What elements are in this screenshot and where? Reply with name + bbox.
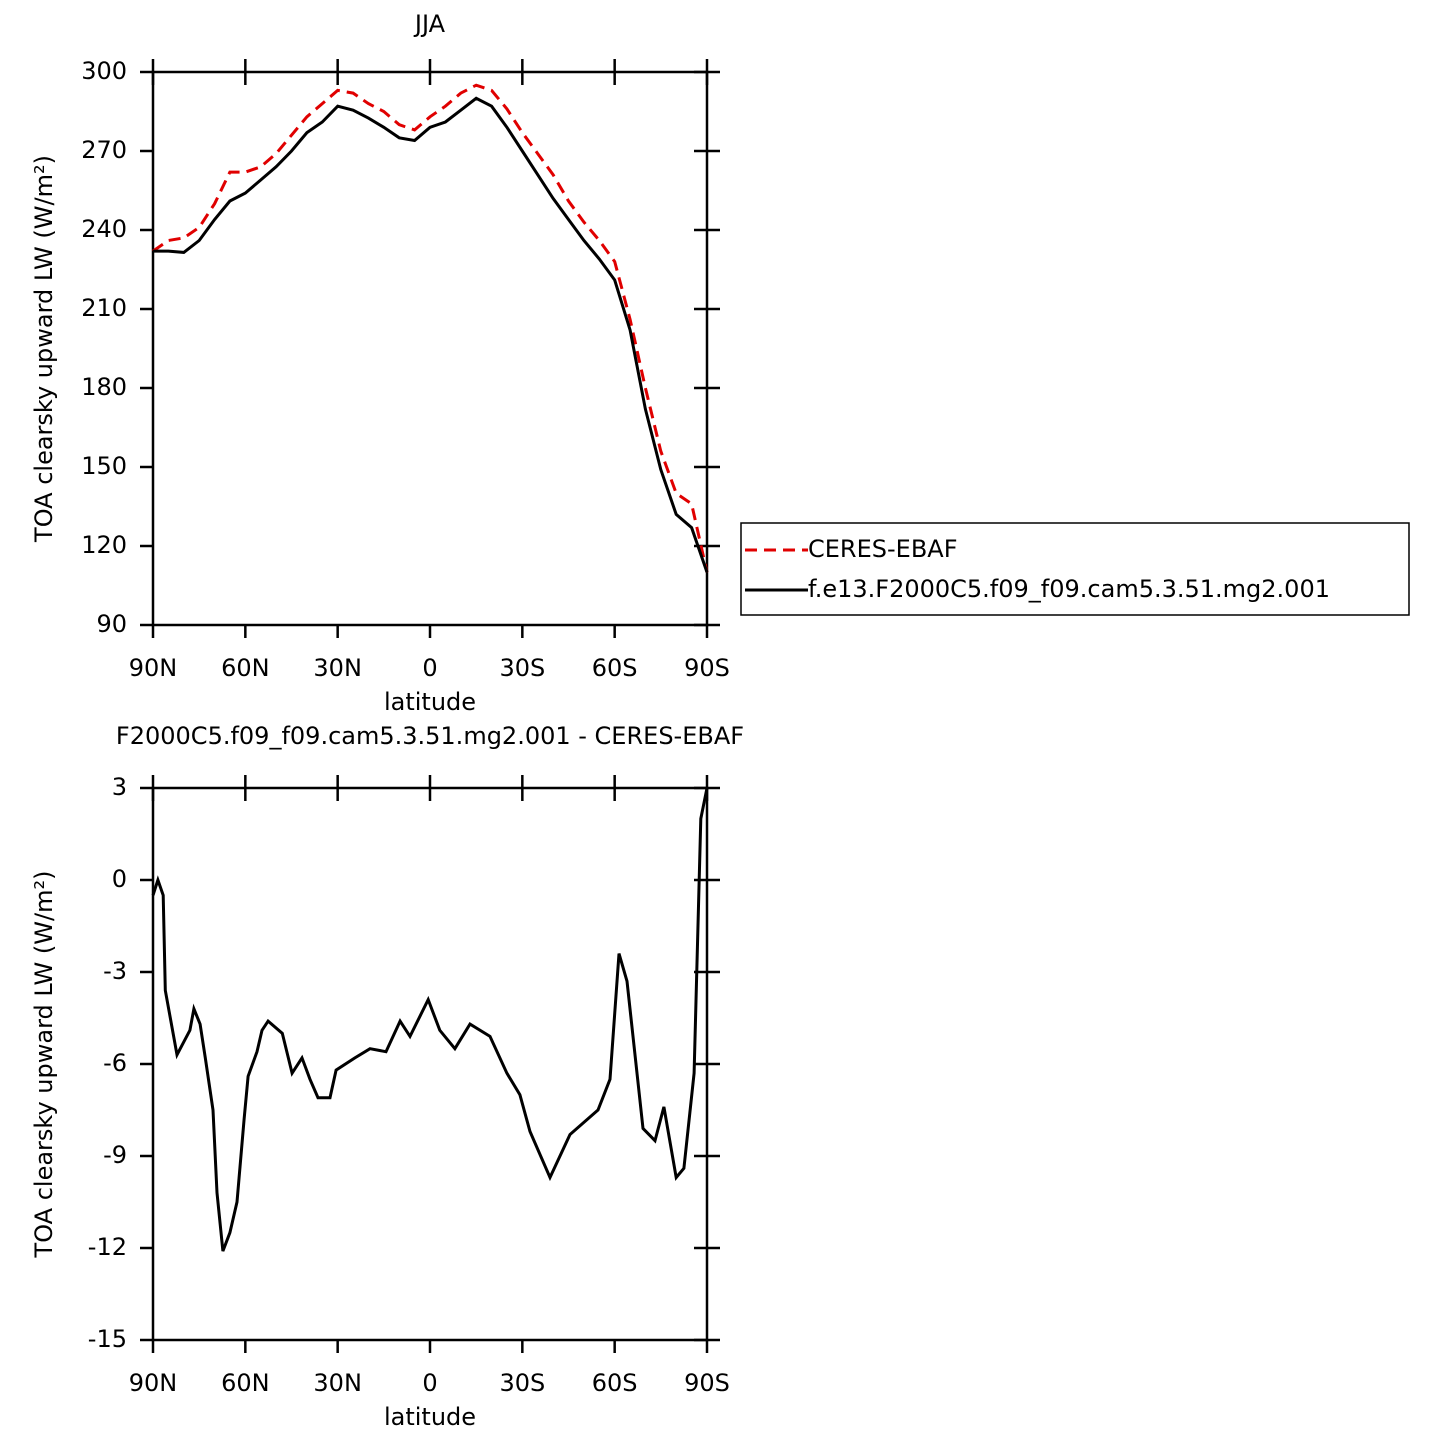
y-tick-label: 300 <box>81 57 127 85</box>
y-tick-label: 120 <box>81 531 127 559</box>
y-tick-label: 90 <box>96 610 127 638</box>
legend-label: CERES-EBAF <box>808 535 958 563</box>
x-tick-label: 0 <box>422 1369 437 1397</box>
x-axis-label: latitude <box>384 1403 476 1431</box>
x-tick-label: 60S <box>592 1369 638 1397</box>
x-tick-label: 30S <box>499 654 545 682</box>
y-tick-label: -6 <box>103 1049 127 1077</box>
y-tick-label: -9 <box>103 1141 127 1169</box>
x-tick-label: 90S <box>684 654 730 682</box>
x-tick-label: 60N <box>221 1369 270 1397</box>
x-tick-label: 30N <box>313 654 362 682</box>
y-axis-label: TOA clearsky upward LW (W/m²) <box>30 871 58 1259</box>
series-line <box>152 83 709 573</box>
y-tick-label: -15 <box>88 1325 127 1353</box>
plot-frame <box>151 786 709 1342</box>
plot-frame <box>151 70 709 627</box>
series-line <box>151 787 709 1252</box>
x-tick-label: 60N <box>221 654 270 682</box>
y-tick-label: 210 <box>81 294 127 322</box>
y-tick-label: 240 <box>81 215 127 243</box>
x-tick-label: 60S <box>592 654 638 682</box>
y-tick-label: 0 <box>112 865 127 893</box>
y-tick-label: 150 <box>81 452 127 480</box>
y-tick-label: -3 <box>103 957 127 985</box>
x-axis-label: latitude <box>384 688 476 716</box>
y-tick-label: 270 <box>81 136 127 164</box>
x-tick-label: 90N <box>129 1369 178 1397</box>
x-tick-label: 90N <box>129 654 178 682</box>
x-tick-label: 30N <box>313 1369 362 1397</box>
y-tick-label: -12 <box>88 1233 127 1261</box>
series-line <box>153 96 709 573</box>
x-tick-label: 30S <box>499 1369 545 1397</box>
y-axis-label: TOA clearsky upward LW (W/m²) <box>30 155 58 543</box>
y-tick-label: 3 <box>112 773 127 801</box>
chart-title: JJA <box>413 10 446 38</box>
x-tick-label: 90S <box>684 1369 730 1397</box>
y-tick-label: 180 <box>81 373 127 401</box>
legend-label: f.e13.F2000C5.f09_f09.cam5.3.51.mg2.001 <box>808 575 1330 603</box>
x-tick-label: 0 <box>422 654 437 682</box>
legend-box <box>740 522 1410 616</box>
chart-title: F2000C5.f09_f09.cam5.3.51.mg2.001 - CERE… <box>116 722 744 750</box>
